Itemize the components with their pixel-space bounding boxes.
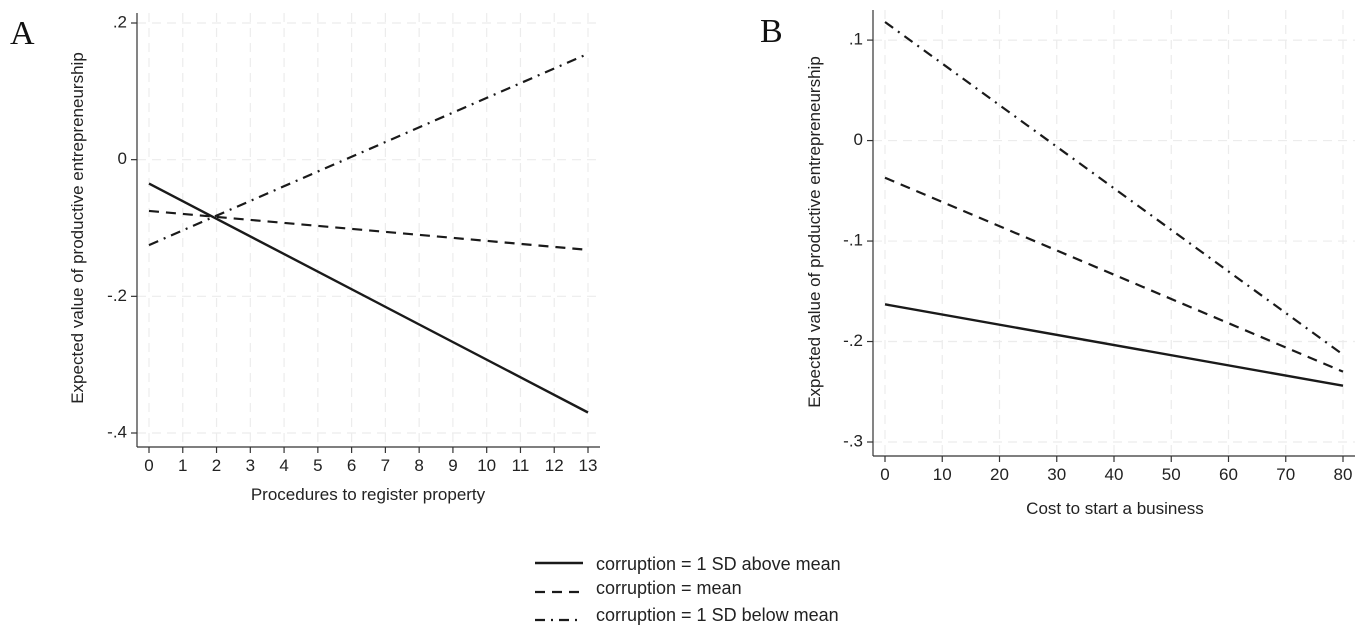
grid <box>137 13 600 447</box>
x-tick-label: 12 <box>545 456 564 475</box>
x-tick-label: 30 <box>1047 465 1066 484</box>
x-tick-label: 10 <box>933 465 952 484</box>
panel-label: A <box>10 15 35 52</box>
x-tick-label: 80 <box>1334 465 1353 484</box>
legend-label: corruption = 1 SD below mean <box>596 605 839 625</box>
series-line-dash <box>884 176 1344 373</box>
x-tick-label: 13 <box>579 456 598 475</box>
x-tick-label: 20 <box>990 465 1009 484</box>
y-tick-label: 0 <box>118 149 127 168</box>
x-tick-label: 2 <box>212 456 221 475</box>
x-axis-title: Cost to start a business <box>1026 499 1204 518</box>
x-tick-label: 9 <box>448 456 457 475</box>
y-tick-label: -.4 <box>107 422 127 441</box>
x-tick-label: 4 <box>279 456 288 475</box>
x-tick-label: 6 <box>347 456 356 475</box>
x-tick-label: 40 <box>1105 465 1124 484</box>
x-tick-label: 50 <box>1162 465 1181 484</box>
legend-label: corruption = mean <box>596 578 742 598</box>
x-tick-label: 8 <box>414 456 423 475</box>
x-tick-label: 5 <box>313 456 322 475</box>
legend: corruption = 1 SD above mean corruption … <box>535 554 841 625</box>
panel-a: A Expected value of productive entrepren… <box>10 12 600 504</box>
series-line-dashdot <box>148 52 589 247</box>
grid <box>873 10 1355 456</box>
x-tick-label: 0 <box>880 465 889 484</box>
y-tick-label: .2 <box>113 12 127 31</box>
x-axis-title: Procedures to register property <box>251 485 486 504</box>
y-tick-label: -.2 <box>107 286 127 305</box>
y-tick-label: 0 <box>854 130 863 149</box>
series-line-dash <box>148 209 589 251</box>
x-tick-label: 70 <box>1276 465 1295 484</box>
legend-label: corruption = 1 SD above mean <box>596 554 841 574</box>
series-line-solid <box>148 182 589 414</box>
y-tick-label: .1 <box>849 30 863 49</box>
panel-label: B <box>760 13 783 50</box>
y-tick-label: -.1 <box>843 231 863 250</box>
y-tick-label: -.2 <box>843 331 863 350</box>
y-axis-title: Expected value of productive entrepreneu… <box>805 56 824 408</box>
x-tick-label: 11 <box>512 456 530 475</box>
y-axis-title: Expected value of productive entrepreneu… <box>68 52 87 404</box>
x-tick-label: 7 <box>381 456 390 475</box>
x-tick-label: 10 <box>477 456 496 475</box>
series-line-solid <box>884 303 1344 387</box>
panel-b: B Expected value of productive entrepren… <box>760 10 1355 518</box>
x-tick-label: 1 <box>178 456 187 475</box>
x-tick-label: 3 <box>246 456 255 475</box>
y-tick-label: -.3 <box>843 431 863 450</box>
x-tick-label: 0 <box>144 456 153 475</box>
x-tick-label: 60 <box>1219 465 1238 484</box>
